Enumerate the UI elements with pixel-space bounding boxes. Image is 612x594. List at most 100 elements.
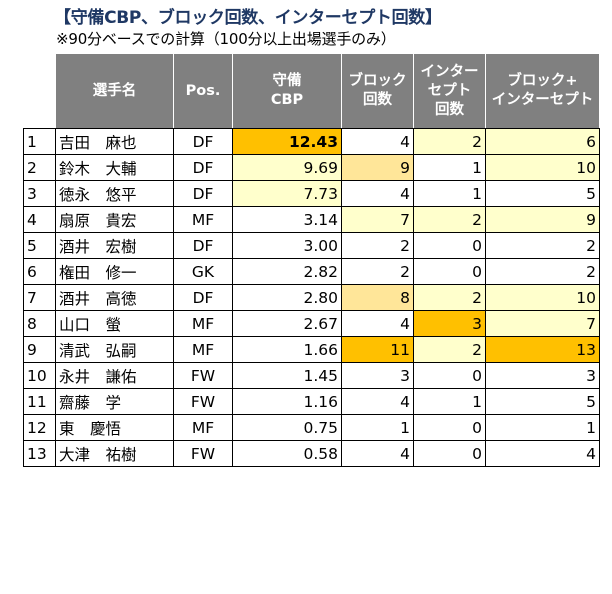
player-name-cell: 東 慶悟	[55, 414, 174, 441]
interceptions-header-line-2: セプト	[427, 82, 472, 99]
player-name-cell: 徳永 悠平	[55, 180, 174, 207]
table-body: 1 吉田 麻也 DF 12.43 4 2 6 2 鈴木 大輔 DF 9.69 9 1 10 3 徳永 悠平 DF…	[23, 128, 600, 467]
total-cell: 2	[485, 232, 600, 259]
table-row: 4 扇原 貴宏 MF 3.14 7 2 9	[23, 206, 600, 233]
total-cell: 3	[485, 362, 600, 389]
interceptions-cell: 2	[413, 206, 486, 233]
position-cell: FW	[173, 440, 233, 467]
table-row: 8 山口 螢 MF 2.67 4 3 7	[23, 310, 600, 337]
rank-header	[23, 53, 56, 129]
total-cell: 5	[485, 388, 600, 415]
rank-cell: 10	[23, 362, 56, 389]
blocks-cell: 4	[341, 388, 414, 415]
blocks-cell: 11	[341, 336, 414, 363]
table-row: 11 齋藤 学 FW 1.16 4 1 5	[23, 388, 600, 415]
interceptions-cell: 1	[413, 180, 486, 207]
table-row: 1 吉田 麻也 DF 12.43 4 2 6	[23, 128, 600, 155]
player-name-cell: 扇原 貴宏	[55, 206, 174, 233]
cbp-cell: 7.73	[232, 180, 342, 207]
interceptions-cell: 2	[413, 336, 486, 363]
interceptions-cell: 2	[413, 284, 486, 311]
interceptions-cell: 0	[413, 414, 486, 441]
interceptions-cell: 0	[413, 232, 486, 259]
blocks-cell: 9	[341, 154, 414, 181]
blocks-cell: 3	[341, 362, 414, 389]
cbp-cell: 1.16	[232, 388, 342, 415]
cbp-cell: 3.14	[232, 206, 342, 233]
table-row: 6 権田 修一 GK 2.82 2 0 2	[23, 258, 600, 285]
table-row: 2 鈴木 大輔 DF 9.69 9 1 10	[23, 154, 600, 181]
rank-cell: 6	[23, 258, 56, 285]
interceptions-cell: 0	[413, 440, 486, 467]
total-cell: 6	[485, 128, 600, 155]
player-name-cell: 酒井 高徳	[55, 284, 174, 311]
player-name-cell: 永井 謙佑	[55, 362, 174, 389]
cbp-cell: 2.80	[232, 284, 342, 311]
rank-cell: 4	[23, 206, 56, 233]
total-cell: 10	[485, 284, 600, 311]
player-name-cell: 酒井 宏樹	[55, 232, 174, 259]
blocks-cell: 4	[341, 128, 414, 155]
player-name-cell: 大津 祐樹	[55, 440, 174, 467]
pos-header: Pos.	[173, 53, 233, 129]
position-cell: DF	[173, 154, 233, 181]
header-row: 選手名 Pos. 守備 CBP ブロック 回数 インター セプト 回数 ブロック…	[23, 53, 600, 129]
position-cell: MF	[173, 336, 233, 363]
rank-cell: 1	[23, 128, 56, 155]
interceptions-header: インター セプト 回数	[413, 53, 486, 129]
blocks-cell: 4	[341, 440, 414, 467]
position-cell: FW	[173, 362, 233, 389]
total-cell: 4	[485, 440, 600, 467]
cbp-header-line-1: 守備	[272, 73, 302, 89]
rank-cell: 5	[23, 232, 56, 259]
player-name-cell: 清武 弘嗣	[55, 336, 174, 363]
table-row: 12 東 慶悟 MF 0.75 1 0 1	[23, 414, 600, 441]
interceptions-header-line-1: インター	[420, 63, 479, 80]
rank-cell: 7	[23, 284, 56, 311]
total-header-line-2: インターセプト	[491, 92, 594, 108]
table-row: 5 酒井 宏樹 DF 3.00 2 0 2	[23, 232, 600, 259]
player-name-cell: 権田 修一	[55, 258, 174, 285]
cbp-cell: 3.00	[232, 232, 342, 259]
blocks-cell: 2	[341, 258, 414, 285]
rank-cell: 13	[23, 440, 56, 467]
rank-cell: 12	[23, 414, 56, 441]
interceptions-cell: 1	[413, 388, 486, 415]
interceptions-header-line-3: 回数	[435, 101, 464, 118]
cbp-cell: 9.69	[232, 154, 342, 181]
player-name-cell: 吉田 麻也	[55, 128, 174, 155]
player-name-cell: 齋藤 学	[55, 388, 174, 415]
player-name-cell: 山口 螢	[55, 310, 174, 337]
cbp-cell: 2.67	[232, 310, 342, 337]
cbp-cell: 1.45	[232, 362, 342, 389]
total-cell: 7	[485, 310, 600, 337]
position-cell: FW	[173, 388, 233, 415]
total-cell: 2	[485, 258, 600, 285]
cbp-header-line-2: CBP	[270, 92, 304, 108]
cbp-cell: 0.75	[232, 414, 342, 441]
total-cell: 1	[485, 414, 600, 441]
cbp-header: 守備 CBP	[232, 53, 342, 129]
blocks-header-line-2: 回数	[363, 92, 392, 108]
total-cell: 13	[485, 336, 600, 363]
rank-cell: 11	[23, 388, 56, 415]
position-cell: DF	[173, 232, 233, 259]
position-cell: DF	[173, 284, 233, 311]
table-row: 7 酒井 高徳 DF 2.80 8 2 10	[23, 284, 600, 311]
interceptions-cell: 0	[413, 258, 486, 285]
interceptions-cell: 0	[413, 362, 486, 389]
stats-table: 選手名 Pos. 守備 CBP ブロック 回数 インター セプト 回数 ブロック…	[23, 53, 600, 467]
cbp-cell: 1.66	[232, 336, 342, 363]
interceptions-cell: 3	[413, 310, 486, 337]
rank-cell: 2	[23, 154, 56, 181]
name-header: 選手名	[55, 53, 174, 129]
cbp-cell: 0.58	[232, 440, 342, 467]
blocks-header-line-1: ブロック	[348, 73, 407, 89]
rank-cell: 9	[23, 336, 56, 363]
interceptions-cell: 1	[413, 154, 486, 181]
total-cell: 10	[485, 154, 600, 181]
blocks-cell: 4	[341, 310, 414, 337]
player-name-cell: 鈴木 大輔	[55, 154, 174, 181]
table-row: 13 大津 祐樹 FW 0.58 4 0 4	[23, 440, 600, 467]
blocks-cell: 2	[341, 232, 414, 259]
